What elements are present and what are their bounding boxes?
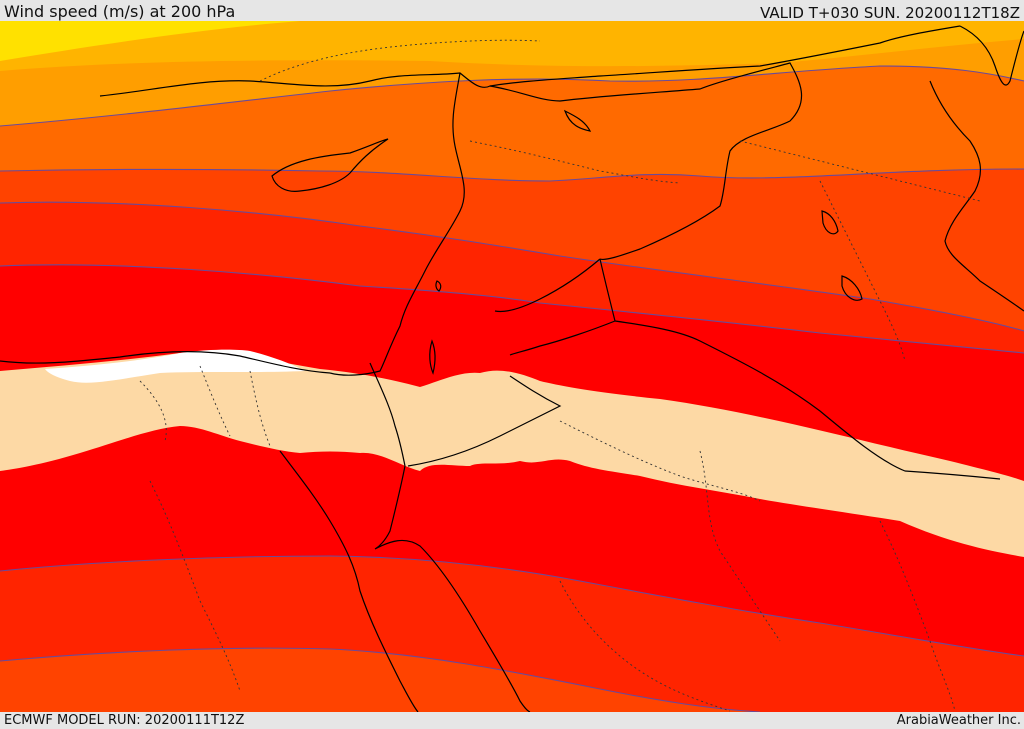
province-boundary	[249, 370, 271, 447]
province-boundary	[819, 180, 906, 362]
province-boundary	[469, 140, 681, 184]
contour-line	[0, 555, 1024, 657]
band-red-orange-lower	[0, 648, 760, 712]
map-footer: ECMWF MODEL RUN: 20200111T12Z ArabiaWeat…	[0, 712, 1024, 729]
coastline	[329, 72, 465, 376]
island-outline	[821, 210, 839, 235]
coastline	[929, 80, 1024, 312]
contour-line	[0, 168, 1024, 182]
contour-line	[0, 201, 1024, 332]
border	[489, 62, 803, 261]
province-boundary	[559, 580, 731, 712]
borders	[0, 25, 1024, 712]
border	[494, 258, 601, 313]
lake-outline	[429, 339, 436, 375]
coastline	[279, 450, 419, 712]
cyprus-outline	[271, 138, 389, 192]
coastline	[99, 25, 961, 97]
border	[407, 375, 562, 467]
island-outline	[841, 275, 863, 301]
contour-line	[0, 65, 1024, 127]
province-boundary	[559, 420, 761, 502]
contour-line	[0, 264, 1024, 354]
model-run-label: ECMWF MODEL RUN: 20200111T12Z	[4, 713, 245, 728]
valid-time: VALID T+030 SUN. 20200112T18Z	[760, 4, 1020, 22]
coastline	[0, 350, 331, 374]
map-header: Wind speed (m/s) at 200 hPa VALID T+030 …	[0, 0, 1024, 22]
contour-line	[0, 647, 761, 712]
lake-outline	[563, 109, 592, 132]
contour-lines	[0, 65, 1024, 712]
border	[369, 362, 406, 467]
internal-boundaries	[139, 39, 981, 712]
province-boundary	[149, 480, 241, 692]
brand-label: ArabiaWeather Inc.	[896, 713, 1021, 728]
border	[509, 258, 616, 356]
province-boundary	[259, 39, 541, 82]
map-title: Wind speed (m/s) at 200 hPa	[4, 2, 236, 21]
wind-speed-map	[0, 21, 1024, 712]
coastline	[959, 25, 1024, 86]
province-boundary	[879, 520, 956, 712]
band-white	[45, 349, 305, 383]
band-calm	[0, 352, 1024, 557]
lake-outline	[435, 280, 442, 292]
border	[614, 320, 1001, 480]
coastline	[374, 465, 531, 712]
